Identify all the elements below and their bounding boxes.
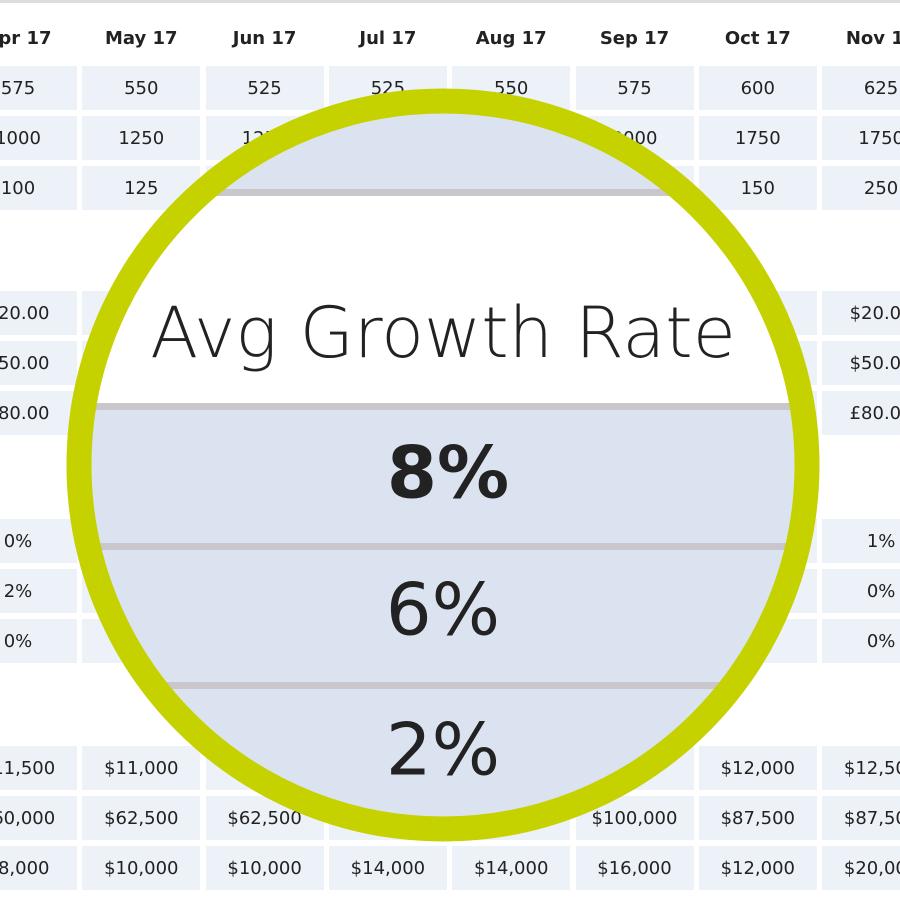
table-cell: 0% (822, 619, 900, 663)
table-cell: 150 (698, 166, 817, 210)
table-cell: 625 (822, 66, 900, 110)
table-cell: 0% (0, 519, 77, 563)
table-cell: 1750 (698, 116, 817, 160)
table-cell: $50.00 (822, 341, 900, 385)
table-cell: 0% (0, 619, 77, 663)
table-cell: $87,500 (698, 796, 817, 840)
column-header: Aug 17 (475, 27, 547, 49)
table-cell: 1750 (822, 116, 900, 160)
table-cell: $20,000 (822, 846, 900, 890)
table-cell: 100 (0, 166, 77, 210)
column-header: May 17 (105, 27, 178, 49)
table-cell: 525 (205, 66, 324, 110)
table-cell: 1000 (0, 116, 77, 160)
column-header: Sep 17 (599, 27, 670, 49)
table-cell: 575 (0, 66, 77, 110)
column-header: Nov 17 (845, 27, 900, 49)
table-cell: 125 (82, 166, 201, 210)
table-cell: $12,000 (698, 846, 817, 890)
lens-ring (66, 88, 820, 842)
table-cell: $20.00 (0, 291, 77, 335)
table-cell: 1250 (82, 116, 201, 160)
table-cell: $62,500 (82, 796, 201, 840)
table-cell: $50.00 (0, 341, 77, 385)
column-header: Apr 17 (0, 27, 52, 49)
table-cell: $12,500 (822, 746, 900, 790)
table-cell: $14,000 (328, 846, 447, 890)
table-cell: $16,000 (575, 846, 694, 890)
table-cell: 600 (698, 66, 817, 110)
table-cell: $11,000 (82, 746, 201, 790)
table-cell: $20.00 (822, 291, 900, 335)
column-header: Jun 17 (232, 27, 297, 49)
column-header: Oct 17 (724, 27, 791, 49)
table-cell: $60,000 (0, 796, 77, 840)
magnifier-title: Avg Growth Rate (150, 292, 736, 374)
table-cell: £80.00 (822, 391, 900, 435)
table-cell: $14,000 (452, 846, 571, 890)
table-cell: 1% (822, 519, 900, 563)
table-cell: $12,000 (698, 746, 817, 790)
table-cell: $10,000 (205, 846, 324, 890)
magnifier-value: 6% (386, 568, 500, 652)
table-cell: $10,000 (82, 846, 201, 890)
table-cell: 250 (822, 166, 900, 210)
table-cell: $11,500 (0, 746, 77, 790)
table-cell: $87,500 (822, 796, 900, 840)
column-header: Jul 17 (359, 27, 417, 49)
magnifier-value: 8% (387, 431, 509, 515)
table-cell: 2% (0, 569, 77, 613)
table-cell: $8,000 (0, 846, 77, 890)
table-cell: 550 (82, 66, 201, 110)
table-cell: £80.00 (0, 391, 77, 435)
top-border (0, 0, 900, 3)
magnifier-value: 2% (386, 708, 500, 792)
table-cell: 575 (575, 66, 694, 110)
table-cell: 0% (822, 569, 900, 613)
